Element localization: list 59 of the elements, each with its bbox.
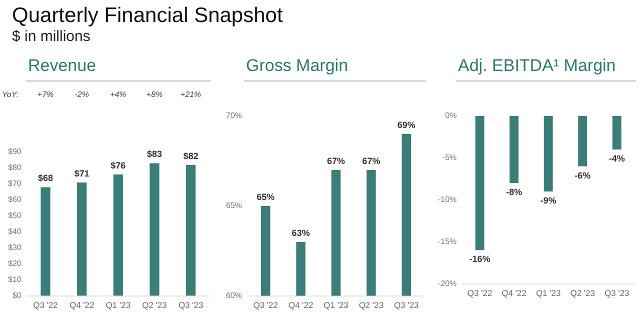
x-tick-label: Q4 '22 (502, 288, 527, 298)
data-label: $76 (110, 160, 126, 170)
data-label: -16% (469, 254, 490, 264)
data-label: -6% (574, 170, 591, 180)
y-tick-label: $70 (8, 179, 22, 188)
y-tick-label: $10 (8, 275, 22, 284)
text: +7% (37, 90, 54, 100)
x-tick-label: Q1 '23 (106, 300, 131, 310)
x-tick-label: Q3 '22 (33, 300, 58, 310)
y-tick-label: $0 (12, 291, 22, 300)
data-label: $71 (74, 168, 90, 178)
text: +8% (146, 90, 163, 100)
text: Quarterly Financial Snapshot (12, 4, 283, 28)
y-tick-label: $80 (8, 163, 22, 172)
text: YoY: (2, 90, 19, 100)
data-label: -8% (506, 187, 522, 198)
text: +21% (180, 90, 202, 100)
text: $ in millions (12, 28, 92, 45)
data-label: $68 (38, 173, 54, 184)
y-tick-label: $90 (8, 147, 22, 156)
x-tick-label: Q2 '23 (570, 288, 596, 298)
data-label: -4% (608, 154, 625, 164)
y-tick-label: $40 (8, 227, 22, 236)
x-tick-label: Q4 '22 (288, 300, 314, 310)
x-tick-label: Q1 '23 (536, 288, 561, 298)
y-tick-label: $50 (8, 211, 22, 220)
data-label: 69% (397, 120, 416, 130)
x-tick-label: Q4 '22 (69, 300, 95, 310)
y-tick-label: -10% (438, 195, 457, 204)
data-label: 63% (292, 228, 310, 238)
x-tick-label: Q3 '22 (467, 288, 492, 298)
chart-title: Adj. EBITDA¹ Margin (458, 56, 616, 76)
y-tick-label: 65% (226, 201, 242, 210)
data-label: $82 (183, 150, 198, 161)
data-label: 67% (362, 156, 380, 166)
x-tick-label: Q2 '23 (142, 300, 168, 310)
data-label: -9% (540, 195, 556, 206)
text: +4% (110, 90, 126, 100)
y-tick-label: -20% (438, 279, 457, 288)
chart-title: Revenue (28, 56, 96, 76)
x-tick-label: Q3 '23 (604, 288, 630, 298)
y-tick-label: $20 (8, 259, 22, 268)
y-tick-label: 60% (226, 291, 242, 300)
x-tick-label: Q1 '23 (324, 300, 349, 310)
y-tick-label: 70% (226, 111, 242, 120)
x-tick-label: Q3 '23 (178, 300, 204, 310)
y-tick-label: 0% (445, 111, 457, 120)
chart-title: Gross Margin (246, 56, 348, 76)
data-label: $83 (146, 149, 162, 160)
y-tick-label: $30 (8, 243, 22, 252)
data-label: 67% (327, 156, 346, 166)
y-tick-label: $60 (8, 195, 22, 204)
y-tick-label: -5% (442, 153, 457, 162)
x-tick-label: Q3 '22 (253, 300, 278, 310)
x-tick-label: Q3 '23 (394, 300, 420, 310)
x-tick-label: Q2 '23 (358, 300, 384, 310)
text: -2% (74, 90, 89, 100)
y-tick-label: -15% (438, 237, 457, 246)
data-label: 65% (256, 192, 275, 202)
